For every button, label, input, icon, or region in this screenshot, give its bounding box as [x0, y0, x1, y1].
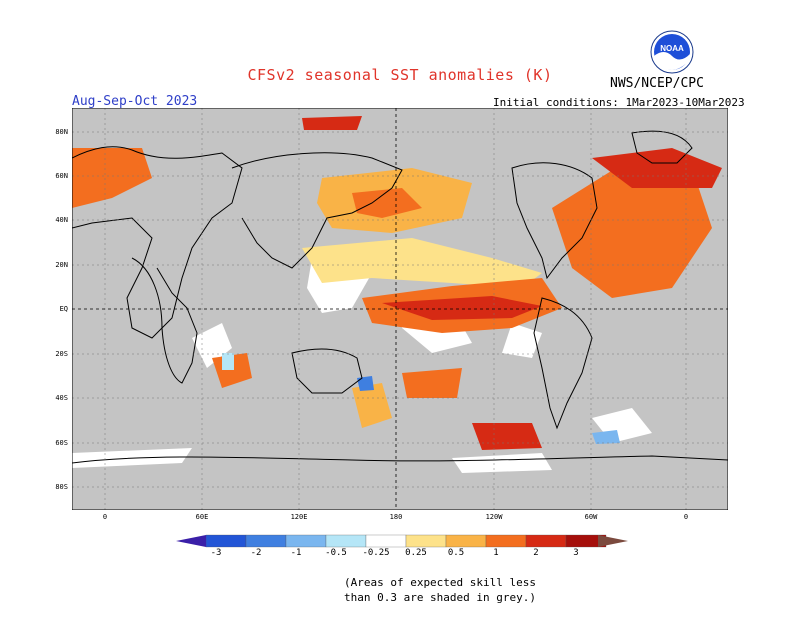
colorbar-segment	[485, 534, 527, 548]
chart-title: CFSv2 seasonal SST anomalies (K)	[247, 66, 553, 84]
colorbar-tick: 1	[493, 548, 499, 558]
colorbar-tick: -2	[250, 548, 262, 558]
svg-text:NOAA: NOAA	[660, 44, 684, 53]
lon-label-0: 0	[102, 513, 108, 521]
colorbar-segment	[525, 534, 567, 548]
lon-label-60e: 60E	[195, 513, 209, 521]
skill-note-line-2: than 0.3 are shaded in grey.)	[343, 591, 537, 604]
warm-anomalies	[72, 116, 722, 450]
colorbar-segment	[365, 534, 407, 548]
lat-label-20n: 20N	[55, 261, 68, 269]
season-label: Aug-Sep-Oct 2023	[72, 94, 198, 109]
noaa-logo-icon: NOAA	[650, 30, 694, 74]
lon-label-0-east: 0	[683, 513, 689, 521]
lat-label-eq: EQ	[59, 305, 68, 313]
colorbar-segment	[285, 534, 327, 548]
continent-outlines	[72, 130, 728, 464]
sst-anomaly-map	[72, 108, 728, 510]
colorbar-segment	[405, 534, 447, 548]
colorbar-tick: 2	[533, 548, 539, 558]
colorbar-tick: 0.25	[405, 548, 427, 558]
lon-label-120w: 120W	[485, 513, 503, 521]
lat-label-80n: 80N	[55, 128, 68, 136]
colorbar-segment	[325, 534, 367, 548]
skill-note-line-1: (Areas of expected skill less	[343, 576, 537, 589]
colorbar-tick: -3	[210, 548, 222, 558]
lat-label-60s: 60S	[55, 439, 68, 447]
colorbar	[176, 534, 628, 548]
colorbar-tick: -0.5	[325, 548, 347, 558]
colorbar-tick: 3	[573, 548, 579, 558]
colorbar-tick: -1	[290, 548, 302, 558]
lat-label-40n: 40N	[55, 216, 68, 224]
cool-anomalies	[222, 353, 620, 444]
lat-label-80s: 80S	[55, 483, 68, 491]
lat-label-40s: 40S	[55, 394, 68, 402]
colorbar-segment	[205, 534, 247, 548]
colorbar-left-arrow	[176, 535, 206, 547]
lon-label-60w: 60W	[584, 513, 598, 521]
colorbar-tick: 0.5	[447, 548, 465, 558]
initial-conditions-label: Initial conditions: 1Mar2023-10Mar2023	[493, 96, 745, 109]
agency-label: NWS/NCEP/CPC	[610, 76, 704, 91]
lon-label-180: 180	[389, 513, 403, 521]
lon-label-120e: 120E	[290, 513, 308, 521]
colorbar-tick: -0.25	[362, 548, 390, 558]
colorbar-right-arrow	[598, 535, 628, 547]
colorbar-segment	[245, 534, 287, 548]
colorbar-segment	[445, 534, 487, 548]
lat-label-20s: 20S	[55, 350, 68, 358]
lat-label-60n: 60N	[55, 172, 68, 180]
